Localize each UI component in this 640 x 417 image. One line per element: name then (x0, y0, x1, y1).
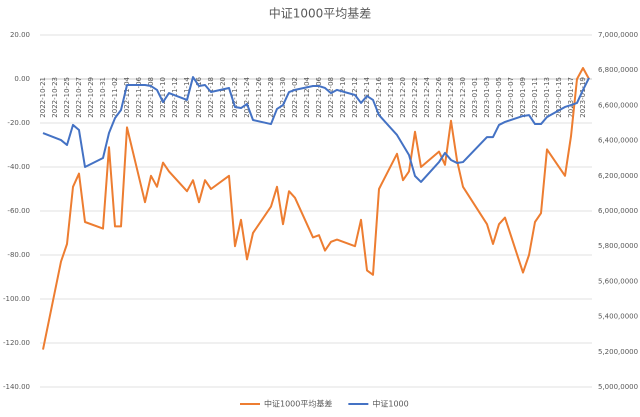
y2-tick-label: 5,400,0000 (598, 313, 638, 321)
x-tick-label: 2023-01-13 (543, 77, 551, 118)
x-tick-label: 2022-12-02 (291, 77, 299, 118)
y2-tick-label: 6,600,0000 (598, 101, 638, 109)
y2-tick-label: 6,400,0000 (598, 137, 638, 145)
x-tick-label: 2023-01-03 (483, 77, 491, 118)
y2-tick-label: 6,000,0000 (598, 207, 638, 215)
x-tick-label: 2023-01-15 (555, 77, 563, 118)
y2-tick-label: 5,800,0000 (598, 242, 638, 250)
series-line (42, 76, 590, 183)
y2-tick-label: 5,000,0000 (598, 383, 638, 391)
x-tick-label: 2022-12-10 (339, 77, 347, 118)
x-tick-label: 2022-12-18 (387, 77, 395, 118)
x-tick-label: 2022-10-29 (87, 77, 95, 118)
x-tick-label: 2023-01-09 (519, 77, 527, 118)
x-tick-label: 2023-01-11 (531, 77, 539, 118)
x-tick-label: 2022-11-16 (195, 76, 203, 117)
x-tick-label: 2022-10-27 (75, 77, 83, 118)
x-tick-label: 2023-01-05 (495, 77, 503, 118)
x-tick-label: 2022-11-12 (171, 77, 179, 118)
x-tick-label: 2022-12-28 (447, 77, 455, 118)
y-tick-label: -60.00 (7, 207, 30, 215)
series-line (42, 67, 590, 350)
x-tick-label: 2022-11-28 (267, 77, 275, 118)
x-tick-label: 2022-12-20 (399, 77, 407, 118)
x-tick-label: 2022-11-26 (255, 76, 263, 117)
x-tick-label: 2022-11-08 (147, 77, 155, 118)
x-tick-label: 2022-12-12 (351, 77, 359, 118)
y-tick-label: -120.00 (3, 339, 30, 347)
y2-tick-label: 5,200,0000 (598, 348, 638, 356)
x-tick-label: 2023-01-07 (507, 77, 515, 118)
legend-label: 中证1000平均基差 (264, 399, 332, 409)
x-tick-label: 2022-12-04 (303, 76, 311, 117)
x-tick-label: 2022-10-23 (51, 77, 59, 118)
x-tick-label: 2022-12-08 (327, 77, 335, 118)
x-tick-label: 2022-11-20 (219, 77, 227, 118)
y-tick-label: -100.00 (3, 295, 30, 303)
x-tick-label: 2022-10-31 (99, 77, 107, 118)
x-tick-label: 2022-11-22 (231, 77, 239, 118)
x-tick-label: 2023-01-19 (579, 77, 587, 118)
y-tick-label: -20.00 (7, 119, 30, 127)
legend-label: 中证1000 (372, 399, 408, 409)
x-tick-label: 2022-11-24 (243, 76, 251, 117)
x-tick-label: 2022-10-21 (39, 77, 47, 118)
x-tick-label: 2022-12-16 (375, 76, 383, 117)
x-tick-label: 2022-12-22 (411, 77, 419, 118)
y-tick-label: -80.00 (7, 251, 30, 259)
y2-tick-label: 6,800,0000 (598, 66, 638, 74)
x-tick-label: 2022-11-04 (123, 76, 131, 117)
y2-tick-label: 7,000,0000 (598, 31, 638, 39)
y2-tick-label: 5,600,0000 (598, 277, 638, 285)
x-tick-label: 2023-01-17 (567, 77, 575, 118)
y-tick-label: 20.00 (10, 31, 30, 39)
x-tick-label: 2022-11-10 (159, 77, 167, 118)
x-tick-label: 2022-12-26 (435, 76, 443, 117)
chart-title: 中证1000平均基差 (269, 6, 372, 21)
x-tick-label: 2023-01-01 (471, 77, 479, 118)
x-tick-label: 2022-11-18 (207, 77, 215, 118)
y-tick-label: -140.00 (3, 383, 30, 391)
x-tick-label: 2022-11-06 (135, 76, 143, 117)
x-tick-label: 2022-12-06 (315, 76, 323, 117)
x-tick-label: 2022-11-30 (279, 77, 287, 118)
y-tick-label: -40.00 (7, 163, 30, 171)
y2-tick-label: 6,200,0000 (598, 172, 638, 180)
x-tick-label: 2022-12-24 (423, 76, 431, 117)
x-tick-label: 2022-10-25 (63, 77, 71, 118)
x-tick-label: 2022-12-30 (459, 77, 467, 118)
y-tick-label: 0.00 (14, 75, 30, 83)
x-tick-label: 2022-11-02 (111, 77, 119, 118)
